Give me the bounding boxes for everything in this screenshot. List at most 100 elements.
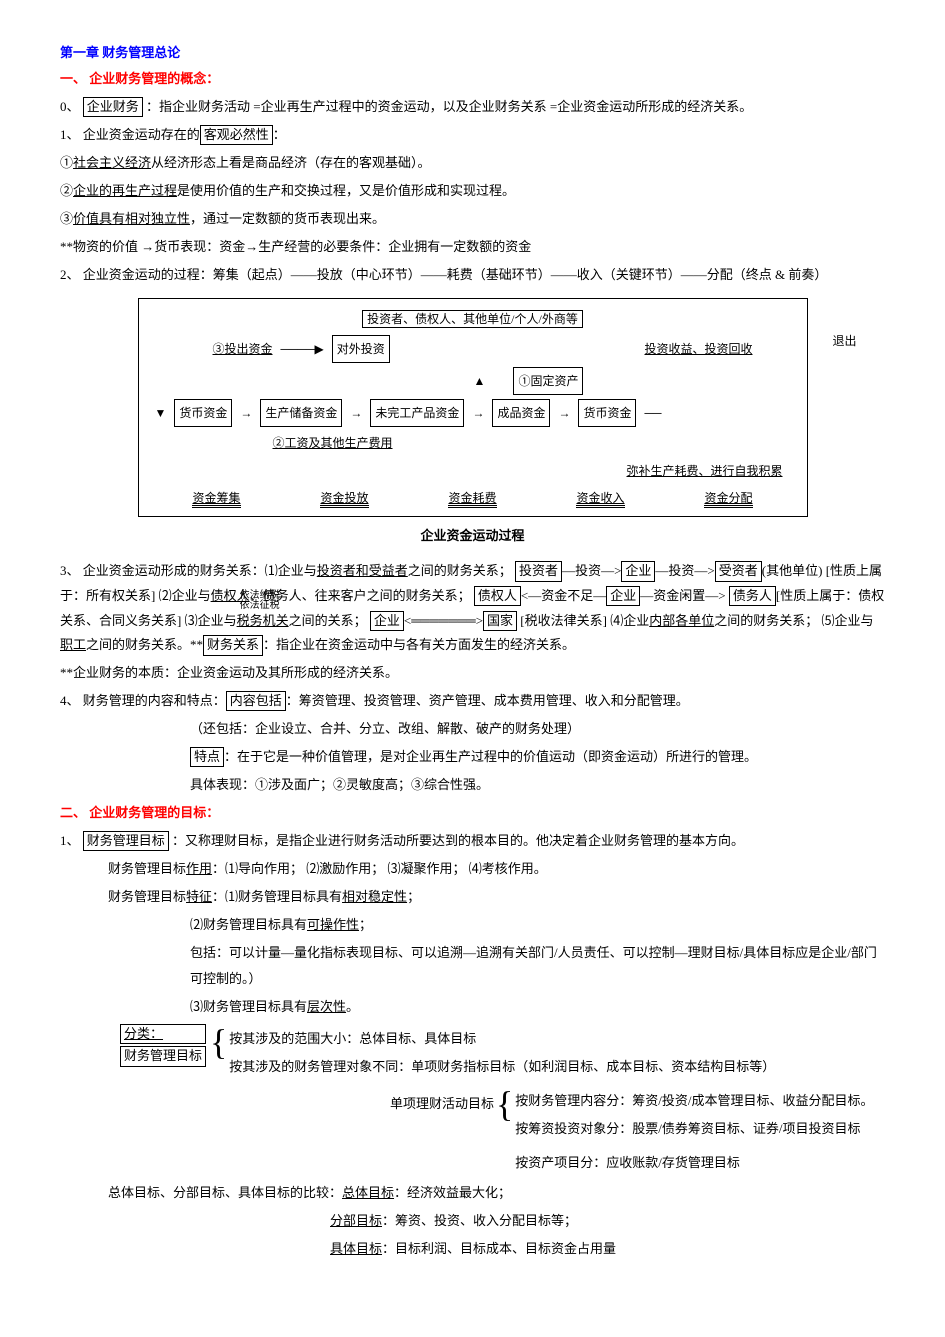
p1-box: 客观必然性	[200, 125, 273, 145]
d-main-flow: ▼ 货币资金 → 生产储备资金 → 未完工产品资金 → 成品资金 → 货币资金 …	[153, 399, 793, 427]
compare-u3: 具体目标	[330, 1241, 382, 1256]
s2-role-u: 作用	[186, 861, 212, 876]
p3-u4: 内部各单位	[649, 613, 714, 628]
s2-role: 财务管理目标作用：⑴导向作用； ⑵激励作用； ⑶凝聚作用； ⑷考核作用。	[108, 856, 885, 882]
p4-c: （还包括：企业设立、合并、分立、改组、解散、破产的财务处理）	[190, 716, 885, 742]
s2-feat-u: 特征	[186, 889, 212, 904]
d-wip: 未完工产品资金	[370, 399, 464, 427]
p3-f: 、债务人、往来客户之间的财务关系；	[250, 588, 471, 603]
p3-h: ―资金闲置―>	[640, 588, 725, 603]
section-2-title: 二、 企业财务管理的目标：	[60, 800, 885, 826]
p4-d-row: 特点：在于它是一种价值管理，是对企业再生产过程中的价值运动（即资金运动）所进行的…	[190, 744, 885, 770]
s2-feat2a: ⑵财务管理目标具有	[190, 917, 307, 932]
p3-essence: **企业财务的本质：企业资金运动及其所形成的经济关系。	[60, 660, 885, 686]
arrow-r-icon: ──	[642, 401, 663, 425]
class-l2b3: 按资产项目分：应收账款/存货管理目标	[515, 1150, 873, 1176]
para-1-1: ①社会主义经济从经济形态上看是商品经济（存在的客观基础）。	[60, 150, 885, 176]
s2-feat-c: ；	[407, 889, 420, 904]
s2-1box: 财务管理目标	[83, 831, 169, 851]
s2-feat3u: 层次性	[307, 999, 346, 1014]
d-inv-return: 投资收益、投资回收	[644, 337, 752, 361]
para-0: 0、 企业财务 ：指企业财务活动 =企业再生产过程中的资金运动，以及企业财务关系…	[60, 94, 885, 120]
p3-box2: 企业	[621, 561, 655, 581]
compare-b: ：经济效益最大化；	[394, 1185, 511, 1200]
p1-1u: 社会主义经济	[73, 155, 151, 170]
compare-d: ：目标利润、目标成本、目标资金占用量	[382, 1241, 616, 1256]
p1-2b: 是使用价值的生产和交换过程，又是价值形成和实现过程。	[177, 183, 515, 198]
compare-a: 总体目标、分部目标、具体目标的比较：	[108, 1185, 342, 1200]
d-cash2: 货币资金	[578, 399, 636, 427]
class-l2b2: 按筹资投资对象分：股票/债券筹资目标、证券/项目投资目标	[515, 1116, 873, 1142]
para-4: 4、 财务管理的内容和特点：内容包括：筹资管理、投资管理、资产管理、成本费用管理…	[60, 688, 885, 714]
p3-m: 之间的财务关系； ⑸企业与	[714, 613, 873, 628]
d-f5: 资金分配	[704, 491, 752, 508]
class-sub: 单项理财活动目标 { 按财务管理内容分：筹资/投资/成本管理目标、收益分配目标。…	[390, 1086, 885, 1178]
arrow-r-icon: →	[556, 401, 572, 425]
p4-d: ：在于它是一种价值管理，是对企业再生产过程中的价值运动（即资金运动）所进行的管理…	[224, 749, 757, 764]
s2-feat-a: 财务管理目标	[108, 889, 186, 904]
p3-box1: 投资者	[515, 561, 562, 581]
para-2: 2、 企业资金运动的过程：筹集（起点）――投放（中心环节）――耗费（基础环节）―…	[60, 262, 885, 288]
p0-box: 企业财务	[83, 97, 143, 117]
p3-u5: 职工	[60, 637, 86, 652]
compare-row1: 总体目标、分部目标、具体目标的比较：总体目标：经济效益最大化；	[108, 1180, 885, 1206]
p3-box6: 债务人	[729, 586, 776, 606]
p3-box7: 企业	[370, 611, 404, 631]
arrow-down-icon: ▼	[153, 401, 169, 425]
d-label-3: ③投出资金	[213, 337, 273, 361]
s2-feat1: 财务管理目标特征：⑴财务管理目标具有相对稳定性；	[108, 884, 885, 910]
arrow-r-icon: →	[238, 401, 254, 425]
d-f1: 资金筹集	[192, 491, 240, 508]
para-1: 1、 企业资金运动存在的客观必然性：	[60, 122, 885, 148]
p4-box2: 特点	[190, 747, 224, 767]
d-makeup: 弥补生产耗费、进行自我积累	[626, 459, 782, 483]
p3-box9: 财务关系	[203, 635, 263, 655]
compare-row3: 具体目标：目标利润、目标成本、目标资金占用量	[330, 1236, 885, 1262]
d-f4: 资金收入	[576, 491, 624, 508]
d-ext-invest: 对外投资	[332, 335, 390, 363]
compare-u2: 分部目标	[330, 1213, 382, 1228]
p3-a: 3、 企业资金运动形成的财务关系：⑴企业与	[60, 563, 317, 578]
p1-2u: 企业的再生产过程	[73, 183, 177, 198]
class-l1: 按其涉及的范围大小：总体目标、具体目标	[229, 1026, 775, 1052]
p3-box4: 债权人	[474, 586, 521, 606]
p4-a: 4、 财务管理的内容和特点：	[60, 693, 226, 708]
p3-j: 之间的关系；	[289, 613, 367, 628]
class-left-box: 财务管理目标	[120, 1046, 206, 1066]
d-exit: 退出	[832, 329, 856, 353]
p3-box5: 企业	[606, 586, 640, 606]
arrow-r-icon: →	[470, 401, 486, 425]
diagram-container: 投资者、债权人、其他单位/个人/外商等 ③投出资金 ────▶ 对外投资 投资收…	[138, 298, 808, 517]
s2-role-b: ：⑴导向作用； ⑵激励作用； ⑶凝聚作用； ⑷考核作用。	[212, 861, 547, 876]
class-l2b1: 按财务管理内容分：筹资/投资/成本管理目标、收益分配目标。	[515, 1088, 873, 1114]
p3-midbot: 依法征税	[240, 596, 280, 615]
p4-box1: 内容包括	[226, 691, 286, 711]
d-fixed-asset: ①固定资产	[513, 367, 583, 395]
compare-u1: 总体目标	[342, 1185, 394, 1200]
p3-l: [税收法律关系] ⑷企业	[517, 613, 649, 628]
d-reserve: 生产储备资金	[260, 399, 342, 427]
s2-1b: ：又称理财目标，是指企业进行财务活动所要达到的根本目的。他决定着企业财务管理的基…	[172, 833, 744, 848]
p1-a: 1、 企业资金运动存在的	[60, 127, 200, 142]
p1-1a: ①	[60, 155, 73, 170]
d-finished: 成品资金	[492, 399, 550, 427]
para-3: 3、 企业资金运动形成的财务关系：⑴企业与投资者和受益者之间的财务关系； 投资者…	[60, 559, 885, 658]
para-1-2: ②企业的再生产过程是使用价值的生产和交换过程，又是价值形成和实现过程。	[60, 178, 885, 204]
p1-2a: ②	[60, 183, 73, 198]
d-footer: 资金筹集 资金投放 资金耗费 资金收入 资金分配	[153, 491, 793, 508]
p4-b: ：筹资管理、投资管理、资产管理、成本费用管理、收入和分配管理。	[286, 693, 689, 708]
s2-1a: 1、	[60, 833, 80, 848]
s2-feat-b: ：⑴财务管理目标具有	[212, 889, 342, 904]
p3-c: ―投资―>	[562, 563, 621, 578]
class-l2: 按其涉及的财务管理对象不同：单项财务指标目标（如利润目标、成本目标、资本结构目标…	[229, 1054, 775, 1080]
class-l2b-lead: 单项理财活动目标	[390, 1091, 494, 1117]
s2-feat2u: 可操作性	[307, 917, 359, 932]
s2-feat3: ⑶财务管理目标具有层次性。	[190, 994, 885, 1020]
diagram-caption: 企业资金运动过程	[60, 523, 885, 549]
compare-c: ：筹资、投资、收入分配目标等；	[382, 1213, 577, 1228]
compare-row2: 分部目标：筹资、投资、收入分配目标等；	[330, 1208, 885, 1234]
p1-b: ：	[273, 127, 286, 142]
s2-feat-u2: 相对稳定性	[342, 889, 407, 904]
arrow-icon: ────▶	[279, 337, 326, 361]
p3-box8: 国家	[483, 611, 517, 631]
